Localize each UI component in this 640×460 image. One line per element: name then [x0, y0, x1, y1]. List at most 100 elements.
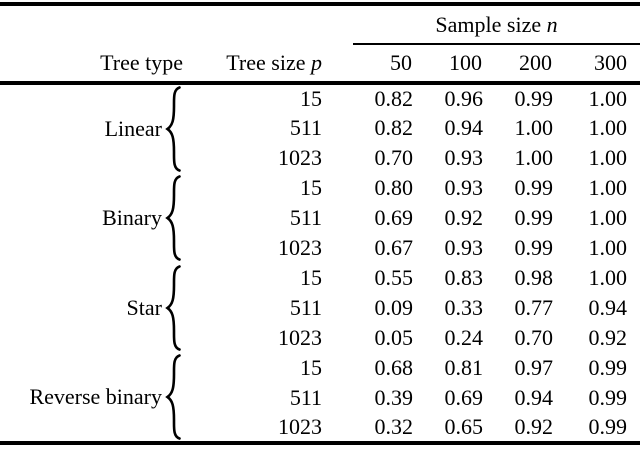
tree-size-value: 511 — [289, 385, 322, 410]
curly-brace-icon — [165, 354, 181, 440]
group-brace — [163, 353, 185, 443]
cell-value: 0.69 — [444, 385, 484, 410]
cell-value: 1.00 — [588, 86, 628, 111]
group-label-binary: Binary — [102, 205, 162, 230]
sample-size-label: Sample size — [435, 11, 547, 37]
tree-size-value: 1023 — [278, 235, 322, 260]
table-row: Binary 15 0.80 0.93 0.99 1.00 — [0, 173, 640, 261]
cell-value: 0.69 — [374, 205, 414, 230]
cell-value: 0.94 — [444, 115, 484, 140]
cell-value: 1.00 — [588, 265, 628, 290]
sample-size-variable: n — [546, 11, 558, 37]
cell-value: 0.65 — [444, 414, 484, 439]
cell-value: 0.77 — [514, 295, 554, 320]
tree-size-label: Tree size — [226, 49, 311, 75]
col-header-tree-size: Tree size p — [185, 44, 353, 85]
cell-value: 0.92 — [444, 205, 484, 230]
cell-value: 1.00 — [588, 115, 628, 140]
cell-value: 0.92 — [514, 414, 554, 439]
table-row: 1023 0.70 0.93 1.00 1.00 — [0, 143, 640, 173]
table-row: Star 15 0.55 0.83 0.98 1.00 — [0, 263, 640, 351]
cell-value: 0.99 — [588, 355, 628, 380]
table-row: 1023 0.05 0.24 0.70 0.92 — [0, 323, 640, 353]
cell-value: 1.00 — [514, 145, 554, 170]
group-brace — [163, 263, 185, 353]
cell-value: 0.39 — [374, 385, 414, 410]
tree-size-value: 511 — [289, 115, 322, 140]
tree-size-variable: p — [311, 49, 322, 75]
table-row: 1023 0.67 0.93 0.99 1.00 — [0, 233, 640, 263]
cell-value: 0.82 — [374, 86, 414, 111]
cell-value: 0.99 — [514, 175, 554, 200]
curly-brace-icon — [165, 86, 181, 172]
table-row: Linear 15 0.82 0.96 0.99 1.00 — [0, 83, 640, 172]
cell-value: 0.24 — [444, 325, 484, 350]
cell-value: 1.00 — [588, 175, 628, 200]
cell-value: 1.00 — [588, 235, 628, 260]
group-brace — [163, 173, 185, 263]
col-header-tree-type: Tree type — [0, 44, 185, 85]
cell-value: 1.00 — [588, 145, 628, 170]
cell-value: 0.93 — [444, 145, 484, 170]
cell-value: 0.99 — [514, 235, 554, 260]
tree-size-value: 15 — [300, 86, 322, 111]
table-row: Reverse binary 15 0.68 0.81 0.97 0.99 — [0, 353, 640, 440]
table-row: 511 0.82 0.94 1.00 1.00 — [0, 113, 640, 143]
curly-brace-icon — [165, 265, 181, 351]
cell-value: 0.99 — [514, 86, 554, 111]
group-label-reverse-binary: Reverse binary — [29, 384, 162, 409]
results-table: Sample size n Tree type Tree size p 50 1… — [0, 2, 640, 445]
group-brace — [163, 83, 185, 173]
cell-value: 0.32 — [374, 414, 414, 439]
cell-value: 0.05 — [374, 325, 414, 350]
cell-value: 0.99 — [588, 385, 628, 410]
cell-value: 0.70 — [374, 145, 414, 170]
table-row: 511 0.39 0.69 0.94 0.99 — [0, 383, 640, 413]
cell-value: 0.80 — [374, 175, 414, 200]
table-row: 511 0.69 0.92 0.99 1.00 — [0, 203, 640, 233]
cell-value: 0.94 — [514, 385, 554, 410]
cell-value: 0.93 — [444, 175, 484, 200]
col-header-n50: 50 — [353, 44, 413, 85]
cell-value: 0.70 — [514, 325, 554, 350]
cell-value: 0.09 — [374, 295, 414, 320]
group-label-linear: Linear — [104, 116, 162, 141]
table-row: 511 0.09 0.33 0.77 0.94 — [0, 293, 640, 323]
cell-value: 0.96 — [444, 86, 484, 111]
cell-value: 0.83 — [444, 265, 484, 290]
col-header-n200: 200 — [483, 44, 553, 85]
cell-value: 0.94 — [588, 295, 628, 320]
tree-size-value: 511 — [289, 205, 322, 230]
tree-size-value: 511 — [289, 295, 322, 320]
header-group-row: Sample size n — [0, 4, 640, 45]
tree-size-value: 1023 — [278, 145, 322, 170]
cell-value: 0.82 — [374, 115, 414, 140]
cell-value: 0.68 — [374, 355, 414, 380]
cell-value: 1.00 — [588, 205, 628, 230]
tree-size-value: 15 — [300, 355, 322, 380]
cell-value: 0.67 — [374, 235, 414, 260]
tree-size-value: 15 — [300, 175, 322, 200]
header-cols-row: Tree type Tree size p 50 100 200 300 — [0, 44, 640, 85]
cell-value: 0.33 — [444, 295, 484, 320]
curly-brace-icon — [165, 175, 181, 261]
header-spacer — [0, 4, 353, 44]
tree-size-value: 15 — [300, 265, 322, 290]
tree-size-value: 1023 — [278, 414, 322, 439]
group-label-star: Star — [126, 295, 162, 320]
tree-size-value: 1023 — [278, 325, 322, 350]
cell-value: 1.00 — [514, 115, 554, 140]
cell-value: 0.97 — [514, 355, 554, 380]
cell-value: 0.81 — [444, 355, 484, 380]
col-header-n300: 300 — [553, 44, 640, 85]
sample-size-header: Sample size n — [353, 4, 640, 45]
cell-value: 0.99 — [514, 205, 554, 230]
cell-value: 0.92 — [588, 325, 628, 350]
cell-value: 0.93 — [444, 235, 484, 260]
cell-value: 0.98 — [514, 265, 554, 290]
cell-value: 0.55 — [374, 265, 414, 290]
table-row: 1023 0.32 0.65 0.92 0.99 — [0, 413, 640, 443]
cell-value: 0.99 — [588, 414, 628, 439]
col-header-n100: 100 — [413, 44, 483, 85]
